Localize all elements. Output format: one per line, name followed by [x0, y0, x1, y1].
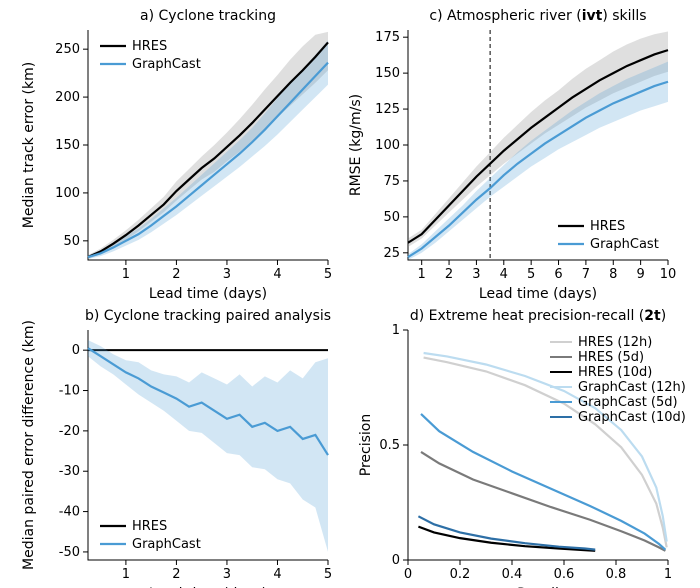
legend-label: GraphCast: [132, 537, 201, 552]
xtick-label: 4: [500, 267, 508, 282]
xtick-label: 4: [273, 267, 281, 282]
ytick-label: 0: [72, 343, 80, 358]
xtick-label: 1: [122, 267, 130, 282]
hres_5d-line: [421, 452, 665, 551]
ytick-label: 150: [375, 66, 400, 81]
xtick-label: 9: [636, 267, 644, 282]
panel-a-ylabel: Median track error (km): [21, 62, 37, 228]
ytick-label: -50: [59, 545, 80, 560]
ytick-label: 75: [383, 174, 400, 189]
hres-band: [88, 32, 328, 259]
ytick-label: -40: [59, 505, 80, 520]
xtick-label: 1: [122, 567, 130, 582]
legend-label: HRES (10d): [578, 365, 652, 380]
gc_5d-line: [421, 414, 665, 550]
panel-a-title: a) Cyclone tracking: [140, 8, 276, 24]
xtick-label: 4: [273, 567, 281, 582]
ytick-label: -10: [59, 384, 80, 399]
xtick-label: 2: [172, 267, 180, 282]
legend-label: HRES (5d): [578, 350, 644, 365]
xtick-label: 0: [404, 567, 412, 582]
ytick-label: 100: [375, 138, 400, 153]
xtick-label: 3: [223, 567, 231, 582]
xtick-label: 0.8: [606, 567, 627, 582]
xtick-label: 5: [527, 267, 535, 282]
ytick-label: 25: [383, 246, 400, 261]
xtick-label: 1: [418, 267, 426, 282]
legend-label: GraphCast (12h): [578, 380, 686, 395]
ytick-label: 50: [63, 234, 80, 249]
xtick-label: 3: [472, 267, 480, 282]
ytick-label: -20: [59, 424, 80, 439]
panel-d-ylabel: Precision: [358, 414, 374, 476]
legend-label: HRES: [590, 219, 625, 234]
panel-c-xlabel: Lead time (days): [479, 286, 597, 302]
legend-label: HRES: [132, 519, 167, 534]
legend-label: HRES (12h): [578, 335, 652, 350]
legend-label: GraphCast (5d): [578, 395, 678, 410]
panel-a: a) Cyclone tracking 1 2 3 4 5 50 100 150 200 250 Le…: [21, 8, 332, 302]
ytick-label: 0.5: [379, 438, 400, 453]
ytick-label: 1: [392, 323, 400, 338]
ytick-label: 150: [55, 138, 80, 153]
ytick-label: 200: [55, 90, 80, 105]
xtick-label: 3: [223, 267, 231, 282]
panel-c-ylabel: RMSE (kg/m/s): [348, 94, 364, 196]
legend-label: GraphCast (10d): [578, 410, 686, 425]
panel-d-title: d) Extreme heat precision-recall (2t): [410, 308, 666, 324]
ytick-label: 0: [392, 553, 400, 568]
ytick-label: 250: [55, 42, 80, 57]
figure-root: a) Cyclone tracking1234550100150200250Le…: [0, 0, 700, 588]
xtick-label: 5: [324, 567, 332, 582]
xtick-label: 2: [172, 567, 180, 582]
legend-label: HRES: [132, 39, 167, 54]
ytick-label: 100: [55, 186, 80, 201]
legend-label: GraphCast: [132, 57, 201, 72]
xtick-label: 10: [660, 267, 677, 282]
ytick-label: 125: [375, 102, 400, 117]
panel-b-ylabel: Median paired error difference (km): [21, 320, 37, 570]
ytick-label: 50: [383, 210, 400, 225]
xtick-label: 0.6: [554, 567, 575, 582]
xtick-label: 1: [664, 567, 672, 582]
ytick-label: -30: [59, 464, 80, 479]
panel-b: b) Cyclone tracking paired analysis 1 2 3 4 5…: [21, 308, 332, 588]
panel-c: c) Atmospheric river (ivt) skills 1 2 3 4 5 6 7…: [348, 8, 676, 302]
xtick-label: 8: [609, 267, 617, 282]
xtick-label: 2: [445, 267, 453, 282]
ytick-label: 175: [375, 30, 400, 45]
xtick-label: 0.2: [450, 567, 471, 582]
xtick-label: 6: [554, 267, 562, 282]
panel-a-xlabel: Lead time (days): [149, 286, 267, 302]
panel-d: d) Extreme heat precision-recall (2t) 0 0.…: [358, 308, 686, 588]
xtick-label: 0.4: [502, 567, 523, 582]
graphcast-band: [408, 62, 668, 260]
xtick-label: 7: [582, 267, 590, 282]
legend-label: GraphCast: [590, 237, 659, 252]
figure-svg: a) Cyclone tracking1234550100150200250Le…: [0, 0, 700, 588]
xtick-label: 5: [324, 267, 332, 282]
panel-b-title: b) Cyclone tracking paired analysis: [85, 308, 331, 324]
panel-c-title: c) Atmospheric river (ivt) skills: [429, 8, 646, 24]
